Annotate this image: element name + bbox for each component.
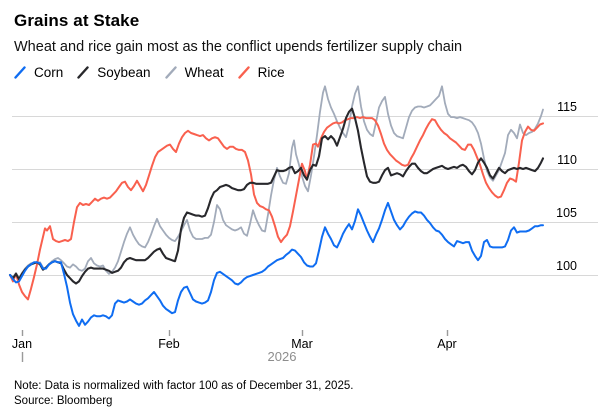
legend-item-rice[interactable]: Rice [237,65,285,80]
y-axis-label-115: 115 [557,100,577,114]
corn-swatch-icon [14,66,26,79]
legend-item-wheat[interactable]: Wheat [164,65,224,80]
chart-header: Grains at Stake Wheat and rice gain most… [14,0,592,80]
source-text: Source: Bloomberg [14,394,113,407]
legend-label-wheat: Wheat [184,65,224,80]
legend-item-soybean[interactable]: Soybean [77,65,151,80]
y-axis-label-105: 105 [556,206,577,220]
legend-label-rice: Rice [257,65,285,80]
chart-subtitle: Wheat and rice gain most as the conflict… [14,39,463,55]
y-axis-label-110: 110 [557,153,577,167]
corn-line [9,201,544,327]
y-axis-label-100: 100 [556,259,577,273]
wheat-line [9,85,544,280]
x-label-jan: Jan [12,337,32,351]
chart-footer: Note: Data is normalized with factor 100… [14,379,353,408]
x-label-mar: Mar [291,337,313,351]
wheat-swatch-icon [164,66,177,79]
chart-legend: Corn Soybean Wheat Rice [14,65,592,80]
legend-label-corn: Corn [34,65,64,80]
x-label-feb: Feb [158,337,180,351]
legend-item-corn[interactable]: Corn [14,65,63,80]
legend-label-soybean: Soybean [97,65,151,80]
rice-swatch-icon [237,66,250,79]
note-text: Note: Data is normalized with factor 100… [14,380,354,392]
page-title: Grains at Stake [14,11,140,30]
x-label-apr: Apr [437,337,456,351]
soybean-swatch-icon [77,66,89,79]
year-label: 2026 [268,349,297,364]
rice-line [9,116,544,301]
soybean-line [8,107,545,285]
